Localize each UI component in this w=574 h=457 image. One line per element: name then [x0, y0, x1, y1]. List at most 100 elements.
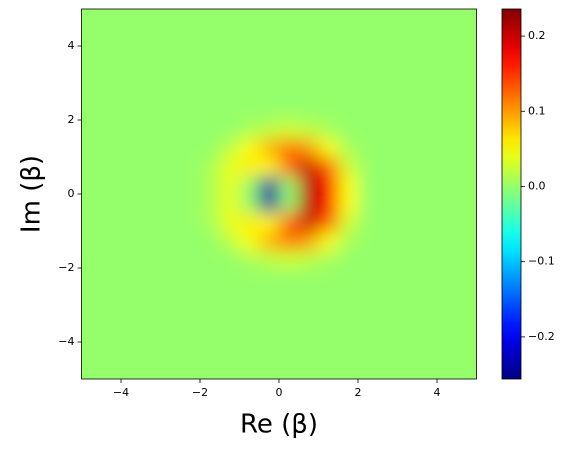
heatmap-cell — [318, 175, 339, 195]
heatmap-cell — [298, 231, 319, 250]
heatmap-cell — [358, 194, 477, 213]
heatmap-cell — [338, 231, 359, 250]
heatmap-cell — [318, 231, 339, 250]
heatmap-cell — [298, 212, 319, 232]
heatmap-cell — [239, 9, 260, 121]
heatmap-cell — [239, 268, 260, 379]
heatmap-cell — [318, 268, 339, 379]
heatmap-cell — [279, 120, 300, 139]
heatmap-cell — [219, 120, 240, 139]
heatmap-cell — [318, 212, 339, 232]
colorbar-tick-label: −0.2 — [528, 330, 555, 343]
heatmap-cell — [239, 138, 260, 158]
heatmap-cell — [298, 194, 319, 213]
heatmap-cell — [338, 249, 359, 269]
heatmap-cell — [279, 268, 300, 379]
colorbar-tick-label: −0.1 — [528, 255, 555, 268]
heatmap-cell — [259, 194, 280, 213]
heatmap-cell — [318, 120, 339, 139]
heatmap-cell — [318, 194, 339, 213]
heatmap-cell — [239, 194, 260, 213]
heatmap-cell — [338, 157, 359, 176]
heatmap-cell — [200, 157, 221, 176]
heatmap-cell — [259, 157, 280, 176]
heatmap-cell — [219, 157, 240, 176]
heatmap-cell — [279, 249, 300, 269]
heatmap-cell — [259, 231, 280, 250]
heatmap-cell — [200, 212, 221, 232]
heatmap-cell — [200, 120, 221, 139]
heatmap-cell — [200, 175, 221, 195]
heatmap-cell — [358, 138, 477, 158]
heatmap-cell — [358, 249, 477, 269]
heatmap-cell — [81, 194, 201, 213]
heatmap-cell — [338, 175, 359, 195]
y-tick-label: 4 — [68, 39, 75, 52]
heatmap-cell — [338, 212, 359, 232]
heatmap-cell — [318, 249, 339, 269]
heatmap-cell — [279, 9, 300, 121]
heatmap-cell — [318, 138, 339, 158]
x-tick-label: −4 — [113, 386, 129, 399]
y-tick-label: −4 — [58, 335, 74, 348]
heatmap-cell — [200, 9, 221, 121]
x-tick-label: 2 — [355, 386, 362, 399]
colorbar-tick-label: 0.1 — [528, 104, 546, 117]
heatmap-cell — [200, 138, 221, 158]
heatmap-cell — [259, 268, 280, 379]
heatmap-cell — [259, 9, 280, 121]
heatmap-cell — [358, 231, 477, 250]
heatmap-cell — [239, 175, 260, 195]
heatmap-cell — [219, 175, 240, 195]
heatmap-cell — [358, 9, 477, 121]
heatmap-cell — [219, 194, 240, 213]
heatmap-cell — [81, 249, 201, 269]
heatmap-cell — [279, 194, 300, 213]
y-tick-label: 0 — [68, 187, 75, 200]
heatmap-cell — [219, 212, 240, 232]
heatmap-cell — [338, 194, 359, 213]
heatmap-cell — [81, 9, 201, 121]
heatmap-cell — [259, 212, 280, 232]
heatmap-cell — [318, 157, 339, 176]
heatmap-cell — [259, 249, 280, 269]
heatmap-cell — [200, 268, 221, 379]
heatmap-cell — [200, 194, 221, 213]
heatmap-cell — [81, 120, 201, 139]
heatmap-cell — [81, 138, 201, 158]
heatmap-cell — [298, 120, 319, 139]
heatmap-cell — [298, 175, 319, 195]
heatmap-cell — [239, 212, 260, 232]
y-axis-label: Im (β) — [17, 155, 47, 233]
heatmap-cell — [279, 138, 300, 158]
heatmap-cell — [298, 157, 319, 176]
heatmap-cell — [259, 175, 280, 195]
heatmap-cell — [200, 249, 221, 269]
heatmap-cell — [298, 9, 319, 121]
x-tick-label: −2 — [192, 386, 208, 399]
heatmap-cell — [318, 9, 339, 121]
heatmap-cell — [279, 175, 300, 195]
heatmap-cell — [279, 212, 300, 232]
colorbar — [501, 8, 522, 380]
heatmap-cell — [239, 120, 260, 139]
heatmap-cell — [81, 157, 201, 176]
heatmap-cell — [259, 138, 280, 158]
heatmap-cell — [81, 175, 201, 195]
x-tick-label: 0 — [276, 386, 283, 399]
heatmap-cell — [219, 268, 240, 379]
heatmap-cell — [81, 268, 201, 379]
x-tick-label: 4 — [434, 386, 441, 399]
colorbar-tick-label: 0.0 — [528, 179, 546, 192]
heatmap-cell — [219, 249, 240, 269]
heatmap-cell — [338, 268, 359, 379]
heatmap-cell — [239, 157, 260, 176]
heatmap-cell — [358, 212, 477, 232]
heatmap-cell — [358, 175, 477, 195]
heatmap-cell — [298, 249, 319, 269]
y-tick-label: 2 — [68, 113, 75, 126]
heatmap-cell — [338, 120, 359, 139]
heatmap-cell — [200, 231, 221, 250]
colorbar-tick-label: 0.2 — [528, 29, 546, 42]
